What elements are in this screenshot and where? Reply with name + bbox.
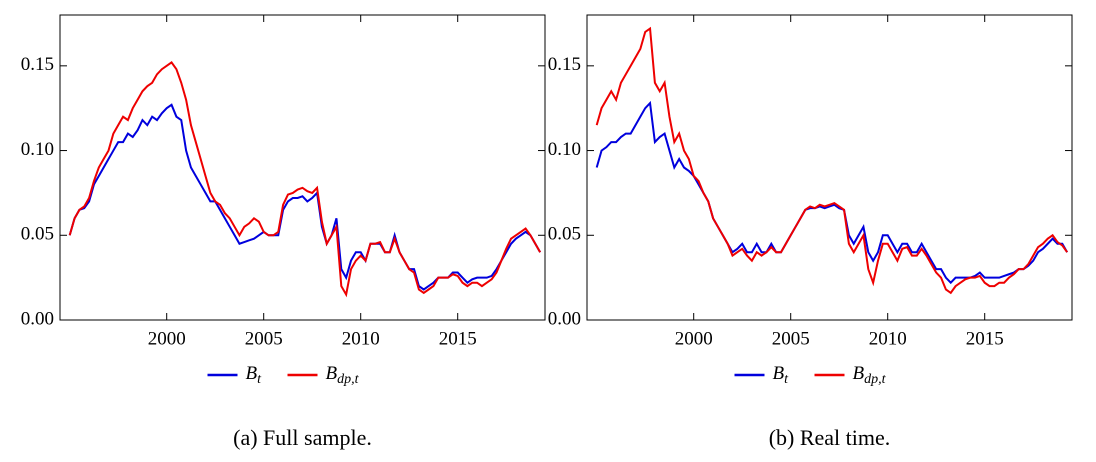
x-tick-label: 2000 bbox=[675, 328, 713, 349]
caption: (a) Full sample. bbox=[233, 425, 372, 450]
x-tick-label: 2005 bbox=[772, 328, 810, 349]
x-tick-label: 2010 bbox=[342, 328, 380, 349]
x-tick-label: 2010 bbox=[869, 328, 907, 349]
data-line bbox=[68, 61, 542, 298]
x-tick-label: 2000 bbox=[148, 328, 186, 349]
y-tick-label: 0.10 bbox=[548, 139, 581, 160]
y-tick-label: 0.00 bbox=[548, 308, 581, 329]
y-tick-label: 0.10 bbox=[21, 139, 54, 160]
y-tick-label: 0.15 bbox=[548, 54, 581, 75]
legend-label: Bt bbox=[246, 363, 263, 387]
legend-label: Bdp,t bbox=[326, 363, 360, 387]
y-tick-label: 0.15 bbox=[21, 54, 54, 75]
legend-label: Bt bbox=[773, 363, 790, 387]
plot-frame bbox=[59, 14, 546, 321]
y-tick-label: 0.00 bbox=[21, 308, 54, 329]
legend-label: Bdp,t bbox=[853, 363, 887, 387]
x-tick-label: 2005 bbox=[245, 328, 283, 349]
data-line bbox=[595, 100, 1069, 285]
y-tick-label: 0.05 bbox=[21, 224, 54, 245]
caption: (b) Real time. bbox=[769, 425, 891, 450]
data-line bbox=[68, 103, 542, 291]
y-tick-label: 0.05 bbox=[548, 224, 581, 245]
plot-frame bbox=[586, 14, 1073, 321]
x-tick-label: 2015 bbox=[966, 328, 1004, 349]
data-line bbox=[595, 26, 1068, 295]
x-tick-label: 2015 bbox=[439, 328, 477, 349]
